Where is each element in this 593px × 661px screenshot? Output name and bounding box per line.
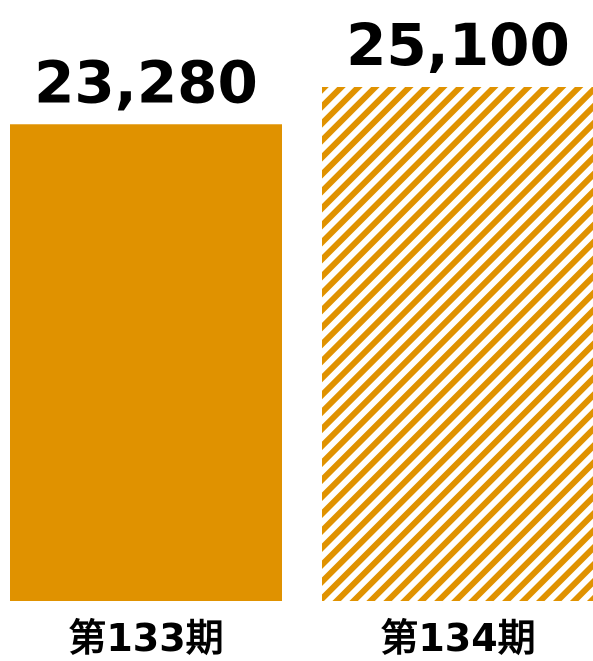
- bar-2: [322, 87, 593, 601]
- value-label-2: 25,100: [346, 11, 570, 79]
- bar-1: [10, 124, 282, 601]
- value-label-1: 23,280: [34, 48, 258, 116]
- category-label-1: 第133期: [68, 616, 223, 660]
- category-label-2: 第134期: [380, 616, 535, 660]
- category-labels-group: 第133期 第134期: [68, 616, 535, 660]
- bars-group: [10, 87, 593, 601]
